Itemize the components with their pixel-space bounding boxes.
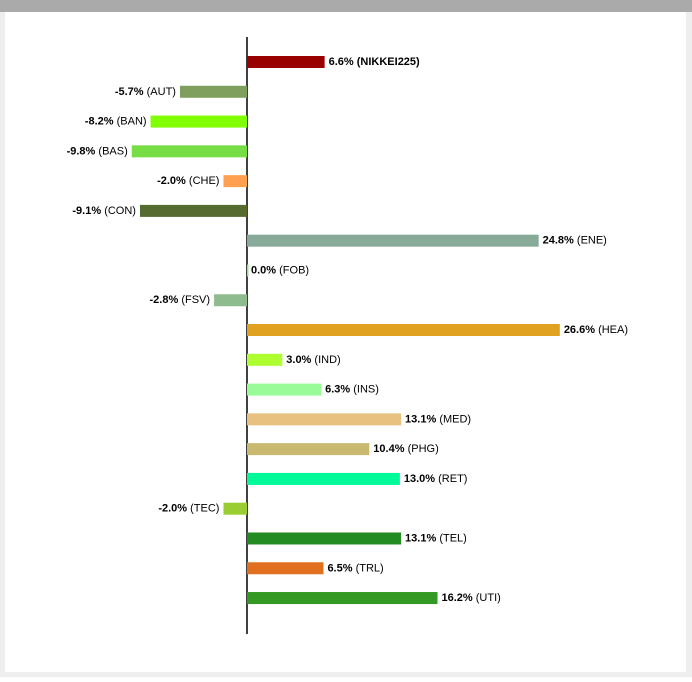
bar-label: 24.8% (ENE) (543, 235, 607, 247)
category-label: (FSV) (181, 294, 210, 306)
category-label: (BAS) (98, 145, 127, 157)
bar-label: -5.7% (AUT) (115, 86, 176, 98)
value-label: 13.0% (404, 473, 435, 485)
bar-label: 0.0% (FOB) (251, 264, 309, 276)
top-bar (0, 0, 692, 12)
category-label: (CON) (104, 205, 136, 217)
value-label: 6.3% (325, 383, 350, 395)
bar-label: -2.0% (CHE) (157, 175, 219, 187)
bar (139, 204, 247, 217)
bar (247, 56, 325, 68)
bar (214, 294, 247, 307)
value-label: 6.6% (329, 56, 354, 68)
category-label: (CHE) (189, 175, 220, 187)
value-label: 3.0% (286, 354, 311, 366)
value-label: -9.1% (72, 205, 101, 217)
bar (247, 472, 400, 485)
category-label: (PHG) (408, 443, 439, 455)
bar (247, 324, 560, 337)
bar-label: 13.1% (MED) (405, 413, 471, 425)
value-label: -8.2% (85, 115, 114, 127)
bar-label: 3.0% (IND) (286, 354, 340, 366)
bar (247, 234, 539, 247)
value-label: 26.6% (564, 324, 595, 336)
value-label: -2.0% (157, 175, 186, 187)
bar (247, 532, 402, 545)
value-label: 10.4% (373, 443, 404, 455)
category-label: (NIKKEI225) (357, 56, 420, 68)
value-label: 6.5% (327, 562, 352, 574)
category-label: (HEA) (598, 324, 628, 336)
bar-label: -9.8% (BAS) (67, 145, 128, 157)
bar-label: -2.8% (FSV) (150, 294, 211, 306)
bar (131, 145, 247, 158)
bar-label: 13.1% (TEL) (405, 532, 467, 544)
bar (247, 562, 324, 575)
bar-label: 6.3% (INS) (325, 383, 379, 395)
category-label: (UTI) (476, 592, 501, 604)
bar (247, 353, 283, 366)
category-label: (TEC) (190, 503, 219, 515)
bar-label: 6.6% (NIKKEI225) (329, 56, 420, 68)
category-label: (FOB) (279, 264, 309, 276)
bar-label: 16.2% (UTI) (442, 592, 501, 604)
bar (247, 592, 438, 605)
category-label: (ENE) (577, 235, 607, 247)
value-label: 24.8% (543, 235, 574, 247)
category-label: (INS) (353, 383, 379, 395)
bar (247, 383, 322, 396)
category-label: (TRL) (356, 562, 384, 574)
bar-label: 26.6% (HEA) (564, 324, 628, 336)
value-label: 13.1% (405, 532, 436, 544)
bar (150, 115, 247, 128)
value-label: 13.1% (405, 413, 436, 425)
bar-label: -2.0% (TEC) (158, 503, 219, 515)
category-label: (IND) (314, 354, 340, 366)
bar-label: -8.2% (BAN) (85, 115, 147, 127)
bar (247, 443, 370, 456)
bar-label: 6.5% (TRL) (327, 562, 383, 574)
value-label: 16.2% (442, 592, 473, 604)
panel (5, 12, 686, 672)
category-label: (BAN) (117, 115, 147, 127)
bar (223, 175, 247, 188)
category-label: (MED) (439, 413, 471, 425)
category-label: (RET) (438, 473, 467, 485)
bar (247, 264, 249, 277)
category-label: (AUT) (147, 86, 176, 98)
bar-label: 13.0% (RET) (404, 473, 468, 485)
bar-label: 10.4% (PHG) (373, 443, 438, 455)
value-label: -2.8% (150, 294, 179, 306)
bar-label: -9.1% (CON) (72, 205, 136, 217)
value-label: -9.8% (67, 145, 96, 157)
bar (247, 413, 402, 426)
value-label: -2.0% (158, 503, 187, 515)
category-label: (TEL) (439, 532, 467, 544)
bar (179, 85, 247, 98)
bar (223, 502, 247, 515)
value-label: -5.7% (115, 86, 144, 98)
value-label: 0.0% (251, 264, 276, 276)
